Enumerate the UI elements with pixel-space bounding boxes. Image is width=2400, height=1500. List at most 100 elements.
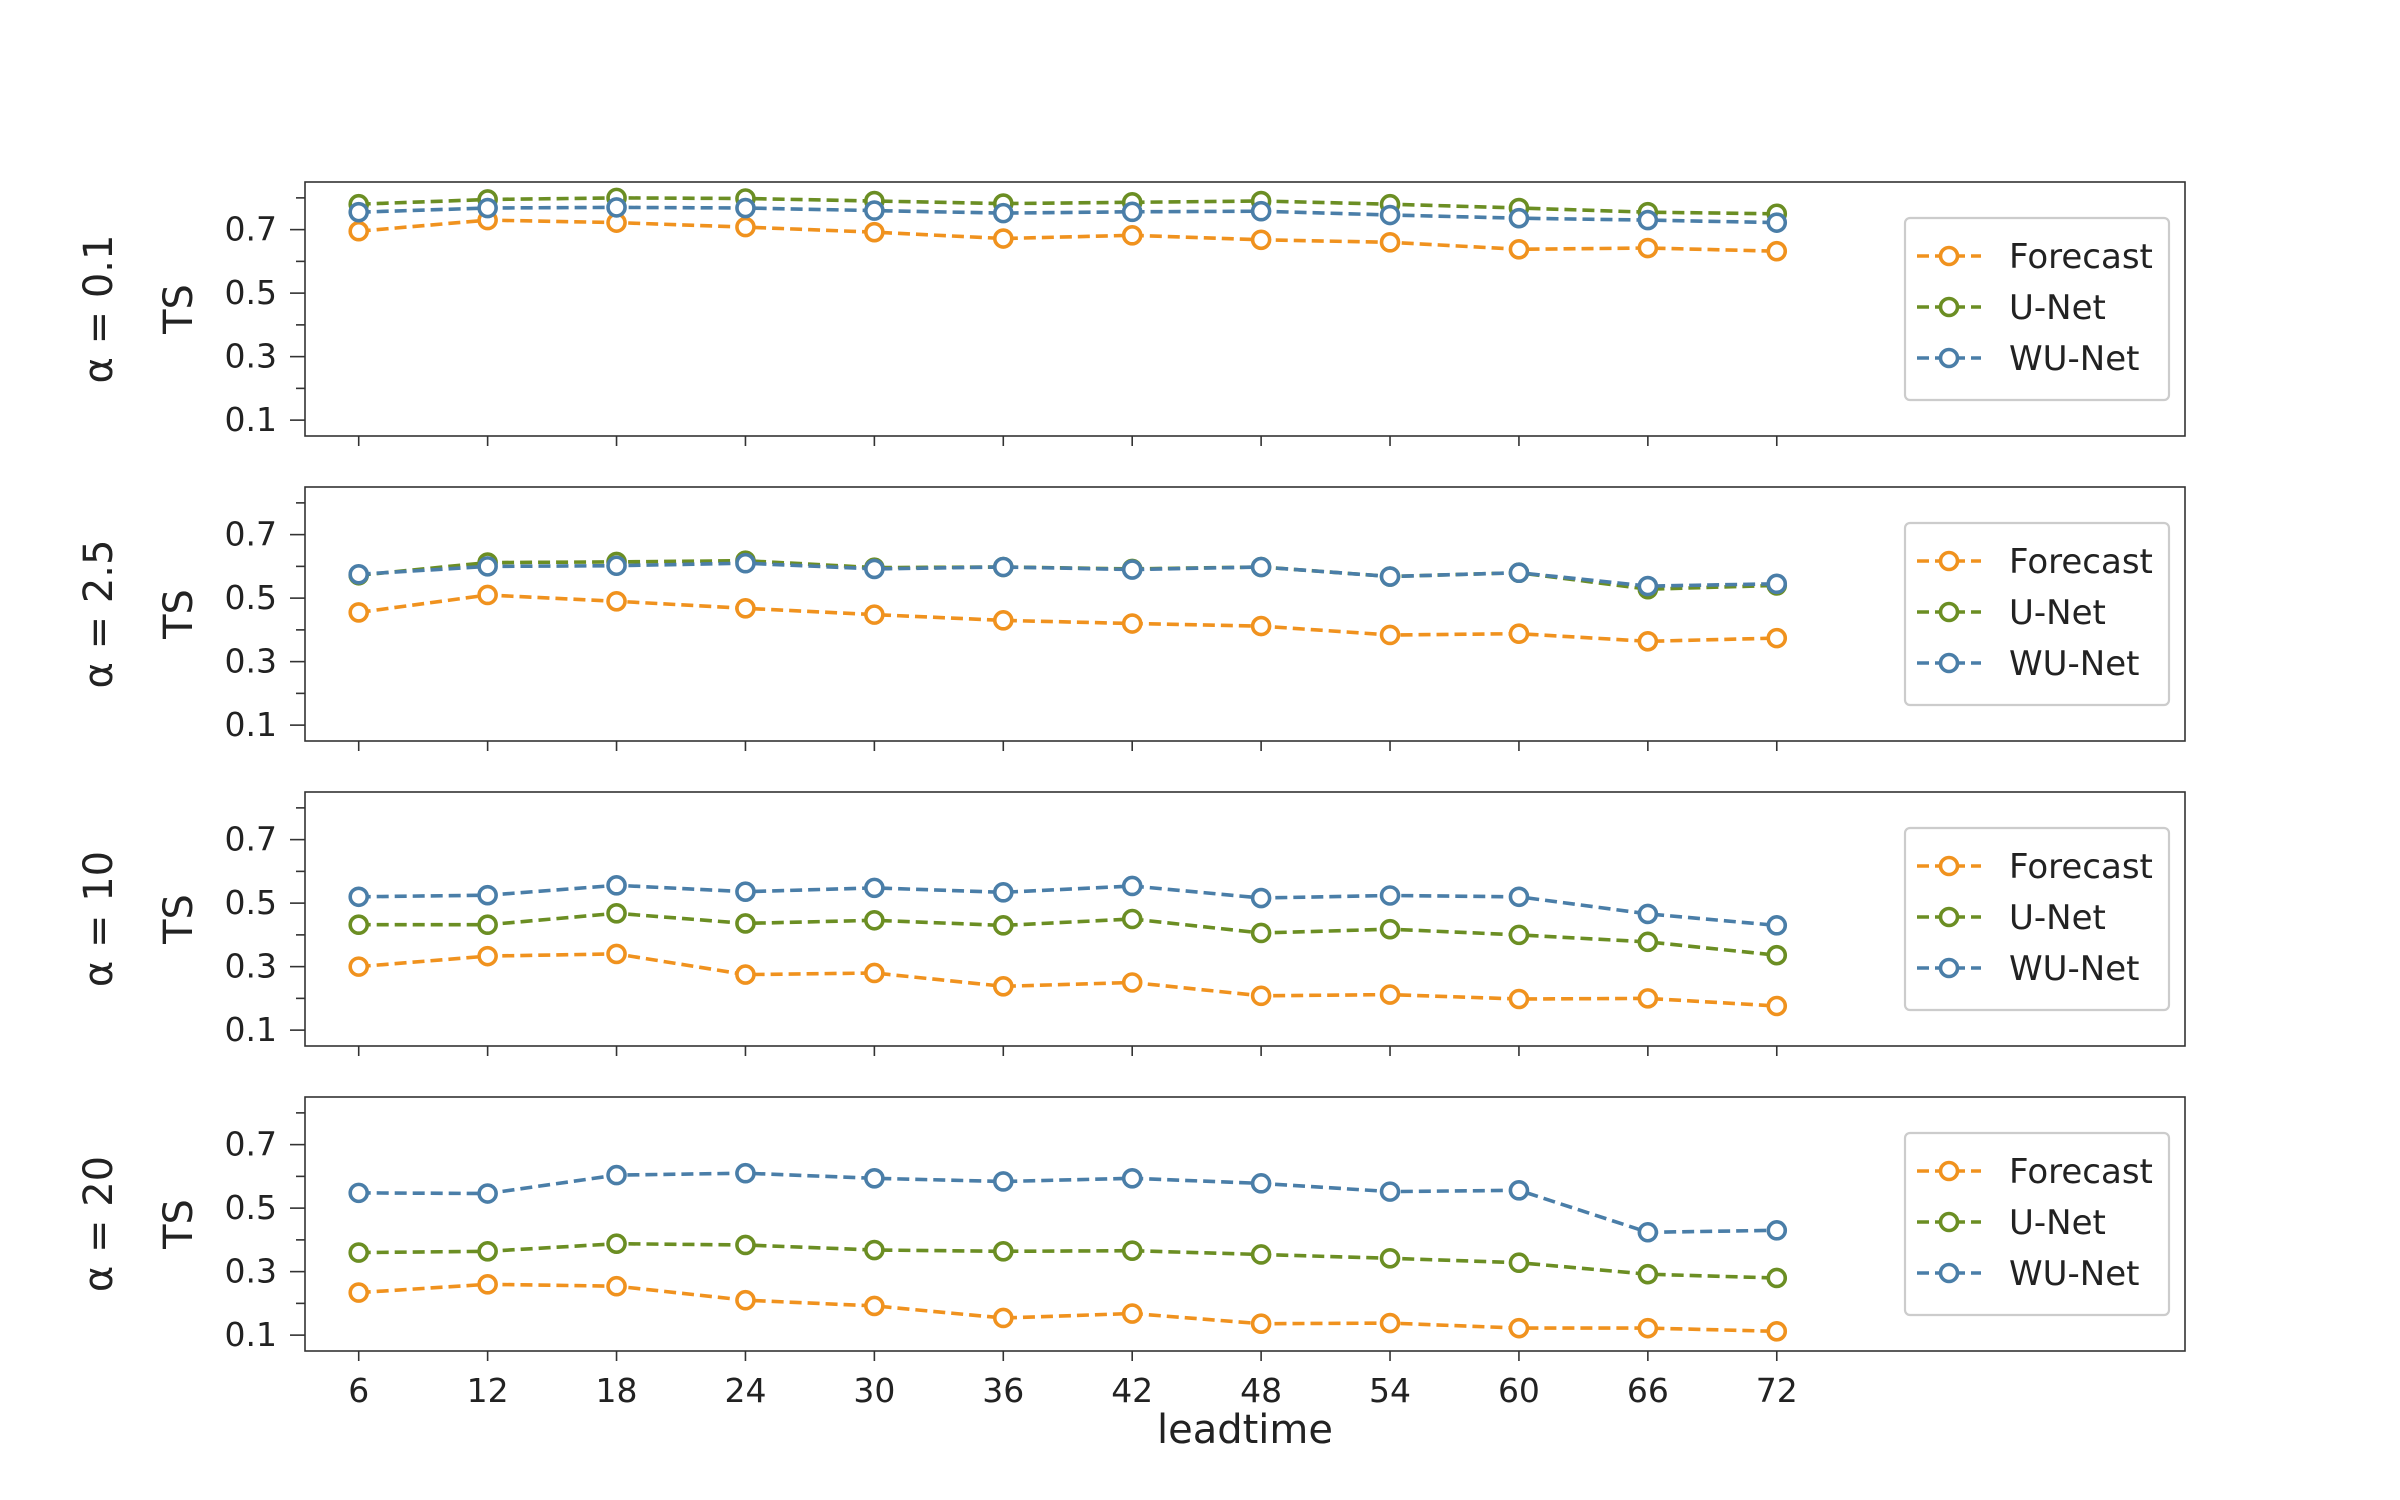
data-point xyxy=(1121,908,1143,930)
data-point xyxy=(1766,1267,1788,1289)
data-point xyxy=(1637,903,1659,925)
data-point xyxy=(1250,200,1272,222)
legend: Forecast U-Net WU-Net xyxy=(1903,1131,2171,1317)
panels: 0.1 0.3 0.5 0.7 TS α = 0.1 Forecast U-Net WU-Net… xyxy=(76,181,2186,1410)
data-point xyxy=(1250,1244,1272,1265)
data-point xyxy=(1637,1317,1659,1339)
data-point xyxy=(606,197,627,218)
data-point xyxy=(1121,1303,1143,1324)
y-tick-label: 0.3 xyxy=(225,947,277,986)
data-point xyxy=(606,590,627,612)
data-point xyxy=(477,945,498,967)
series-line xyxy=(358,911,1777,957)
data-point xyxy=(1250,229,1272,251)
data-point xyxy=(1250,887,1272,909)
legend-marker xyxy=(1938,1160,1960,1182)
legend-label: Forecast xyxy=(2009,847,2153,887)
legend: Forecast U-Net WU-Net xyxy=(1903,521,2171,707)
data-point xyxy=(606,875,627,896)
data-point xyxy=(735,197,756,219)
series-wu-net xyxy=(348,197,1788,233)
panel-alpha-label: α = 2.5 xyxy=(76,540,122,689)
legend-marker xyxy=(1938,245,1960,267)
x-axis-label: leadtime xyxy=(1157,1407,1333,1453)
y-tick-label: 0.7 xyxy=(225,820,277,859)
y-tick-label: 0.3 xyxy=(225,337,277,376)
data-point xyxy=(735,1234,756,1256)
data-point xyxy=(477,884,498,906)
data-point xyxy=(1379,232,1401,253)
data-point xyxy=(1508,1180,1530,1201)
legend-box xyxy=(1903,216,2171,402)
data-point xyxy=(348,220,370,242)
x-tick-label: 72 xyxy=(1756,1371,1798,1410)
data-point xyxy=(1250,556,1272,578)
panel-3: 0.1 0.3 0.5 0.7 TS α = 10 Forecast U-Net WU-Net xyxy=(76,791,2186,1056)
data-point xyxy=(1766,627,1788,649)
data-point xyxy=(864,877,885,899)
data-point xyxy=(735,1289,756,1311)
legend-label: WU-Net xyxy=(2009,339,2139,379)
data-point xyxy=(1121,972,1143,993)
data-point xyxy=(1379,984,1401,1005)
x-tick-label: 60 xyxy=(1498,1371,1540,1410)
series-u-net xyxy=(348,1233,1788,1289)
data-point xyxy=(1508,1317,1530,1339)
legend-label: U-Net xyxy=(2009,593,2106,633)
legend-marker xyxy=(1938,601,1960,623)
data-point xyxy=(1121,1240,1143,1261)
data-point xyxy=(477,1183,498,1204)
data-point xyxy=(1379,566,1401,587)
data-point xyxy=(1121,1167,1143,1189)
panel-alpha-label: α = 0.1 xyxy=(76,235,122,384)
data-point xyxy=(348,602,370,623)
data-point xyxy=(606,1164,627,1186)
data-point xyxy=(1766,1321,1788,1342)
series-wu-net xyxy=(348,1162,1788,1243)
data-point xyxy=(1508,623,1530,644)
legend-box xyxy=(1903,826,2171,1012)
data-point xyxy=(992,1241,1014,1262)
data-point xyxy=(992,1171,1014,1192)
data-point xyxy=(1637,1221,1659,1243)
legend: Forecast U-Net WU-Net xyxy=(1903,216,2171,402)
legend-marker xyxy=(1938,957,1960,979)
data-point xyxy=(864,558,885,580)
series-line xyxy=(358,883,1777,928)
y-axis-label: TS xyxy=(156,284,202,335)
legend-label: U-Net xyxy=(2009,1203,2106,1243)
data-point xyxy=(992,556,1014,578)
legend-marker xyxy=(1938,855,1960,877)
y-tick-label: 0.3 xyxy=(225,1252,277,1291)
data-point xyxy=(992,882,1014,903)
data-point xyxy=(477,556,498,577)
data-point xyxy=(1508,1252,1530,1274)
data-point xyxy=(1637,575,1659,597)
data-point xyxy=(606,555,627,577)
x-tick-label: 66 xyxy=(1627,1371,1669,1410)
y-tick-label: 0.1 xyxy=(225,1315,277,1354)
data-point xyxy=(1766,915,1788,936)
series-u-net xyxy=(348,902,1788,966)
data-point xyxy=(477,1274,498,1295)
data-point xyxy=(735,597,756,619)
y-tick-label: 0.3 xyxy=(225,642,277,681)
y-axis-label: TS xyxy=(156,1199,202,1250)
data-point xyxy=(348,1242,370,1263)
series-line xyxy=(358,1282,1777,1334)
data-point xyxy=(477,1241,498,1262)
panel-1: 0.1 0.3 0.5 0.7 TS α = 0.1 Forecast U-Net WU-Net xyxy=(76,181,2186,446)
y-tick-label: 0.5 xyxy=(225,883,277,922)
data-point xyxy=(992,1307,1014,1329)
y-axis-label: TS xyxy=(156,894,202,945)
x-tick-label: 6 xyxy=(348,1371,369,1410)
series-line xyxy=(358,593,1777,644)
legend-marker xyxy=(1938,550,1960,572)
data-point xyxy=(864,221,885,243)
data-point xyxy=(1250,615,1272,637)
data-point xyxy=(1766,1220,1788,1241)
data-point xyxy=(735,1162,756,1184)
data-point xyxy=(1637,931,1659,953)
data-point xyxy=(1508,562,1530,584)
data-point xyxy=(992,610,1014,631)
